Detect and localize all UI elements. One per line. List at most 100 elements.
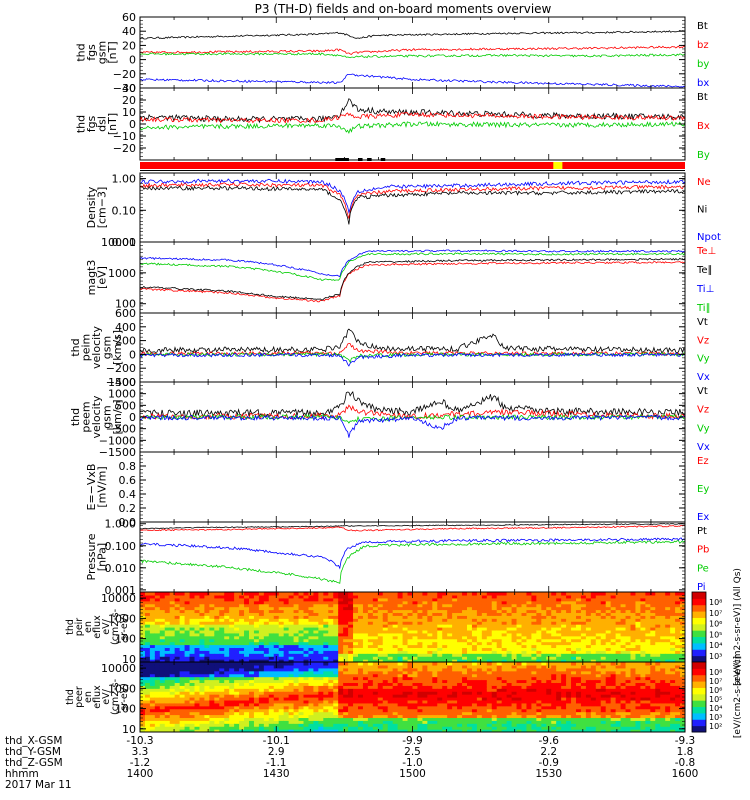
spectrogram-cell — [630, 659, 637, 662]
spectrogram-cell — [234, 694, 240, 698]
spectrogram-cell — [353, 729, 359, 732]
spectrogram-cell — [174, 594, 181, 599]
spectrogram-cell — [377, 653, 384, 657]
spectrogram-cell — [422, 699, 428, 704]
spectrogram-cell — [298, 676, 305, 681]
spectrogram-cell — [536, 629, 542, 634]
spectrogram-cell — [199, 621, 206, 625]
spectrogram-cell — [382, 667, 389, 672]
spectrogram-cell — [209, 714, 215, 719]
spectrogram-cell — [467, 659, 473, 662]
spectrogram-cell — [313, 650, 319, 654]
spectrogram-cell — [377, 694, 384, 698]
spectrogram-cell — [273, 685, 280, 689]
spectrogram-cell — [442, 650, 448, 654]
spectrogram-cell — [283, 650, 290, 654]
spectrogram-cell — [422, 609, 428, 614]
spectrogram-cell — [194, 638, 201, 643]
spectrogram-cell — [219, 667, 225, 672]
spectrogram-cell — [288, 711, 295, 716]
spectrogram-cell — [665, 606, 671, 611]
spectrogram-cell — [308, 609, 315, 614]
spectrogram-cell — [590, 644, 597, 649]
spectrogram-cell — [595, 597, 602, 602]
spectrogram-cell — [293, 720, 300, 724]
spectrogram-cell — [258, 702, 265, 707]
spectrogram-cell — [427, 653, 433, 657]
spectrogram-cell — [615, 609, 622, 614]
spectrogram-cell — [397, 717, 404, 721]
spectrogram-cell — [422, 720, 428, 724]
spectrogram-cell — [571, 647, 577, 651]
spectrogram-cell — [521, 659, 528, 662]
spectrogram-cell — [422, 644, 428, 649]
spectrogram-cell — [417, 603, 424, 608]
spectrogram-cell — [650, 594, 656, 599]
spectrogram-cell — [447, 621, 453, 625]
spectrogram-cell — [670, 621, 676, 625]
spectrogram-cell — [471, 594, 478, 599]
spectrogram-cell — [372, 624, 379, 628]
spectrogram-cell — [402, 629, 409, 634]
spectrogram-cell — [343, 697, 349, 701]
spectrogram-cell — [566, 659, 572, 662]
spectrogram-cell — [417, 621, 424, 625]
spectrogram-cell — [283, 603, 290, 608]
spectrogram-cell — [516, 612, 523, 616]
spectrogram-cell — [214, 691, 220, 695]
spectrogram-cell — [362, 673, 369, 678]
spectrogram-cell — [348, 673, 354, 678]
spectrogram-cell — [417, 720, 424, 724]
spectrogram-cell — [239, 632, 245, 637]
spectrogram-cell — [392, 729, 399, 732]
spectrogram-cell — [338, 641, 344, 646]
spectrogram-cell — [263, 644, 270, 649]
spectrogram-cell — [645, 627, 651, 631]
spectrogram-cell — [392, 638, 399, 643]
spectrogram-cell — [288, 647, 295, 651]
spectrogram-cell — [313, 615, 319, 619]
spectrogram-cell — [293, 682, 300, 686]
spectrogram-cell — [278, 667, 285, 672]
spectrogram-cell — [239, 679, 245, 684]
y-tick-label: −40 — [113, 82, 136, 95]
spectrogram-cell — [407, 621, 414, 625]
spectrogram-cell — [387, 723, 394, 727]
spectrogram-cell — [249, 714, 255, 719]
spectrogram-cell — [149, 592, 156, 596]
spectrogram-cell — [432, 624, 438, 628]
spectrogram-cell — [174, 685, 181, 689]
spectrogram-cell — [348, 717, 354, 721]
spectrogram-cell — [333, 667, 339, 672]
spectrogram-cell — [273, 679, 280, 684]
spectrogram-cell — [457, 603, 463, 608]
spectrogram-cell — [397, 723, 404, 727]
spectrogram-cell — [338, 653, 344, 657]
y-axis-label-line: gsm — [95, 41, 108, 64]
plot-title: P3 (TH-D) fields and on-board moments ov… — [255, 2, 552, 16]
spectrogram-cell — [184, 612, 191, 616]
spectrogram-cell — [253, 720, 260, 724]
spectrogram-cell — [377, 609, 384, 614]
spectrogram-cell — [263, 612, 270, 616]
spectrogram-cell — [615, 594, 622, 599]
spectrogram-cell — [402, 664, 409, 669]
spectrogram-cell — [338, 688, 344, 692]
spectrogram-cell — [367, 726, 374, 730]
spectrogram-cell — [184, 676, 191, 681]
spectrogram-cell — [442, 656, 448, 660]
spectrogram-cell — [377, 664, 384, 669]
spectrogram-cell — [620, 624, 627, 628]
spectrogram-cell — [214, 650, 220, 654]
spectrogram-cell — [590, 659, 597, 662]
spectrogram-cell — [308, 650, 315, 654]
spectrogram-cell — [313, 694, 319, 698]
spectrogram-cell — [194, 676, 201, 681]
spectrogram-cell — [372, 679, 379, 684]
spectrogram-cell — [665, 600, 671, 605]
spectrogram-cell — [273, 647, 280, 651]
spectrogram-cell — [348, 726, 354, 730]
spectrogram-cell — [580, 624, 587, 628]
spectrogram-cell — [353, 688, 359, 692]
y-tick-label: −200 — [106, 362, 136, 375]
